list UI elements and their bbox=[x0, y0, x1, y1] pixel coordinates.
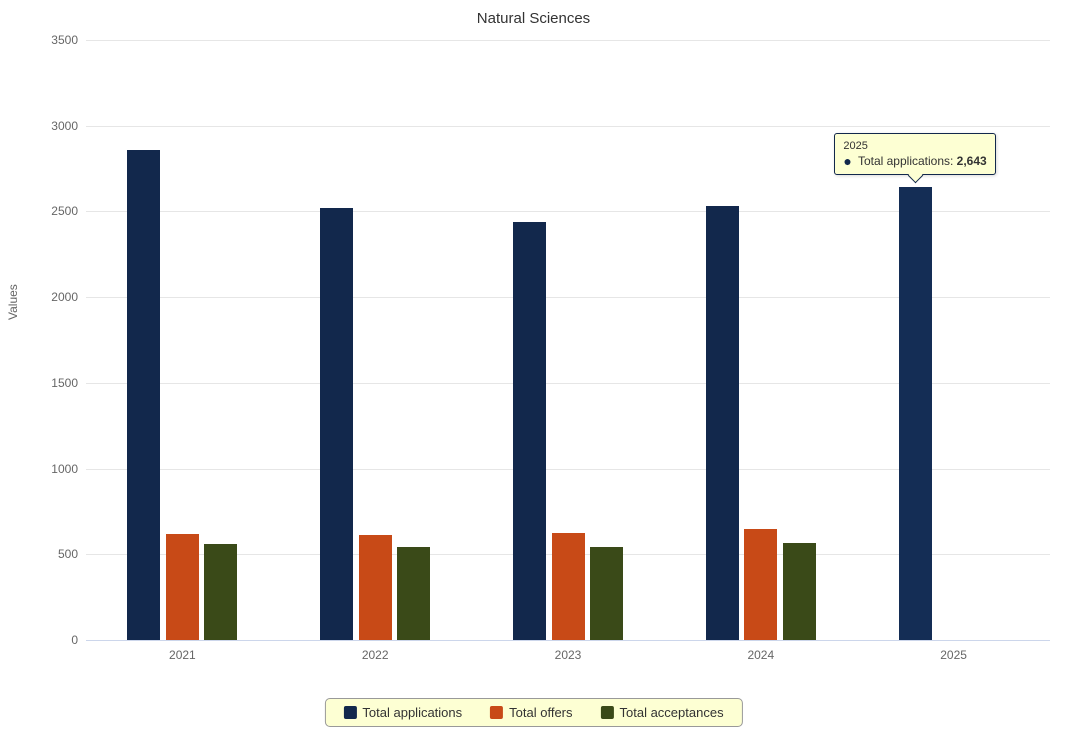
tooltip-value: 2,643 bbox=[957, 154, 987, 168]
tooltip-header: 2025 bbox=[843, 140, 986, 152]
legend-label: Total offers bbox=[509, 705, 572, 720]
bar[interactable] bbox=[127, 150, 160, 640]
y-tick-label: 2500 bbox=[28, 204, 78, 218]
chart-title: Natural Sciences bbox=[0, 10, 1067, 27]
y-tick-label: 3500 bbox=[28, 33, 78, 47]
gridline bbox=[86, 640, 1050, 641]
x-tick-label: 2021 bbox=[169, 648, 196, 662]
legend-swatch bbox=[601, 706, 614, 719]
bar[interactable] bbox=[359, 535, 392, 640]
bar[interactable] bbox=[320, 208, 353, 640]
x-tick-label: 2022 bbox=[362, 648, 389, 662]
legend-item[interactable]: Total applications bbox=[343, 705, 462, 720]
legend-label: Total applications bbox=[362, 705, 462, 720]
bar[interactable] bbox=[744, 529, 777, 640]
tooltip-line: ● Total applications: 2,643 bbox=[843, 154, 986, 168]
legend-swatch bbox=[343, 706, 356, 719]
legend-item[interactable]: Total acceptances bbox=[601, 705, 724, 720]
bar[interactable] bbox=[166, 534, 199, 640]
chart-container: Natural Sciences Values 0500100015002000… bbox=[0, 0, 1067, 739]
legend: Total applications Total offers Total acce… bbox=[324, 698, 742, 727]
legend-item[interactable]: Total offers bbox=[490, 705, 572, 720]
legend-label: Total acceptances bbox=[620, 705, 724, 720]
y-tick-label: 0 bbox=[28, 633, 78, 647]
y-tick-label: 1000 bbox=[28, 462, 78, 476]
bar[interactable] bbox=[204, 544, 237, 640]
bar[interactable] bbox=[899, 187, 932, 640]
bar[interactable] bbox=[552, 533, 585, 640]
y-tick-label: 2000 bbox=[28, 290, 78, 304]
y-axis-title: Values bbox=[6, 284, 20, 320]
y-tick-label: 500 bbox=[28, 547, 78, 561]
bar[interactable] bbox=[590, 547, 623, 640]
bar[interactable] bbox=[513, 222, 546, 640]
gridline bbox=[86, 126, 1050, 127]
bar[interactable] bbox=[706, 206, 739, 640]
y-tick-label: 1500 bbox=[28, 376, 78, 390]
tooltip-dot-icon: ● bbox=[843, 155, 851, 167]
gridline bbox=[86, 40, 1050, 41]
x-tick-label: 2023 bbox=[555, 648, 582, 662]
bar[interactable] bbox=[397, 547, 430, 640]
bar[interactable] bbox=[783, 543, 816, 640]
legend-swatch bbox=[490, 706, 503, 719]
plot-area: 0500100015002000250030003500202120222023… bbox=[86, 40, 1050, 640]
tooltip-series-name: Total applications: bbox=[855, 154, 957, 168]
x-tick-label: 2024 bbox=[747, 648, 774, 662]
y-tick-label: 3000 bbox=[28, 119, 78, 133]
x-tick-label: 2025 bbox=[940, 648, 967, 662]
